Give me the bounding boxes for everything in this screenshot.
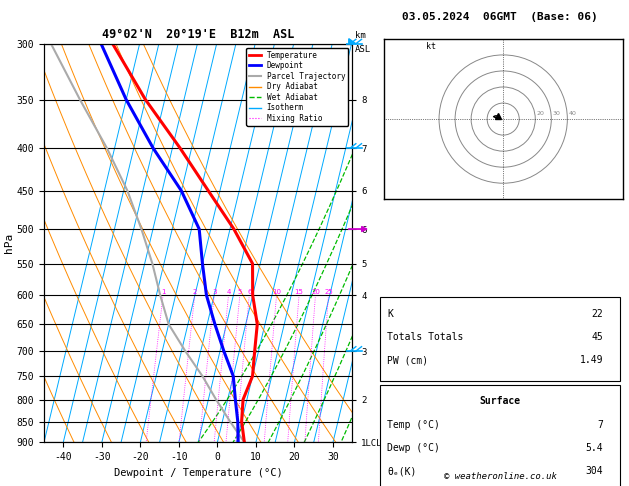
Text: θₑ(K): θₑ(K): [387, 467, 416, 476]
X-axis label: Dewpoint / Temperature (°C): Dewpoint / Temperature (°C): [114, 468, 282, 478]
Text: km: km: [355, 31, 366, 40]
Text: 6: 6: [247, 289, 252, 295]
Polygon shape: [348, 39, 356, 44]
Text: Totals Totals: Totals Totals: [387, 332, 464, 342]
Text: kt: kt: [426, 41, 437, 51]
Text: 10: 10: [272, 289, 281, 295]
Text: 30: 30: [553, 111, 561, 116]
Text: 5: 5: [238, 289, 242, 295]
Bar: [380, 297, 620, 381]
Y-axis label: hPa: hPa: [4, 233, 14, 253]
Text: 304: 304: [586, 467, 603, 476]
Text: Surface: Surface: [479, 397, 521, 406]
Text: 45: 45: [591, 332, 603, 342]
Text: Dewp (°C): Dewp (°C): [387, 443, 440, 453]
Text: © weatheronline.co.uk: © weatheronline.co.uk: [443, 472, 557, 481]
Text: 03.05.2024  06GMT  (Base: 06): 03.05.2024 06GMT (Base: 06): [402, 12, 598, 22]
Text: K: K: [387, 309, 393, 319]
Text: 1: 1: [161, 289, 165, 295]
Text: 7: 7: [597, 420, 603, 430]
Title: 49°02'N  20°19'E  B12m  ASL: 49°02'N 20°19'E B12m ASL: [102, 28, 294, 41]
Bar: [380, 385, 620, 486]
Text: 25: 25: [324, 289, 333, 295]
Text: Temp (°C): Temp (°C): [387, 420, 440, 430]
Text: 40: 40: [569, 111, 577, 116]
Text: ASL: ASL: [355, 45, 372, 54]
Legend: Temperature, Dewpoint, Parcel Trajectory, Dry Adiabat, Wet Adiabat, Isotherm, Mi: Temperature, Dewpoint, Parcel Trajectory…: [246, 48, 348, 126]
Text: 20: 20: [537, 111, 545, 116]
Text: 1.49: 1.49: [579, 355, 603, 365]
Text: 20: 20: [311, 289, 320, 295]
Text: 4: 4: [226, 289, 231, 295]
Text: 5.4: 5.4: [586, 443, 603, 453]
Text: 3: 3: [212, 289, 216, 295]
Text: PW (cm): PW (cm): [387, 355, 428, 365]
Text: 15: 15: [294, 289, 303, 295]
Text: 2: 2: [192, 289, 197, 295]
Text: 22: 22: [591, 309, 603, 319]
